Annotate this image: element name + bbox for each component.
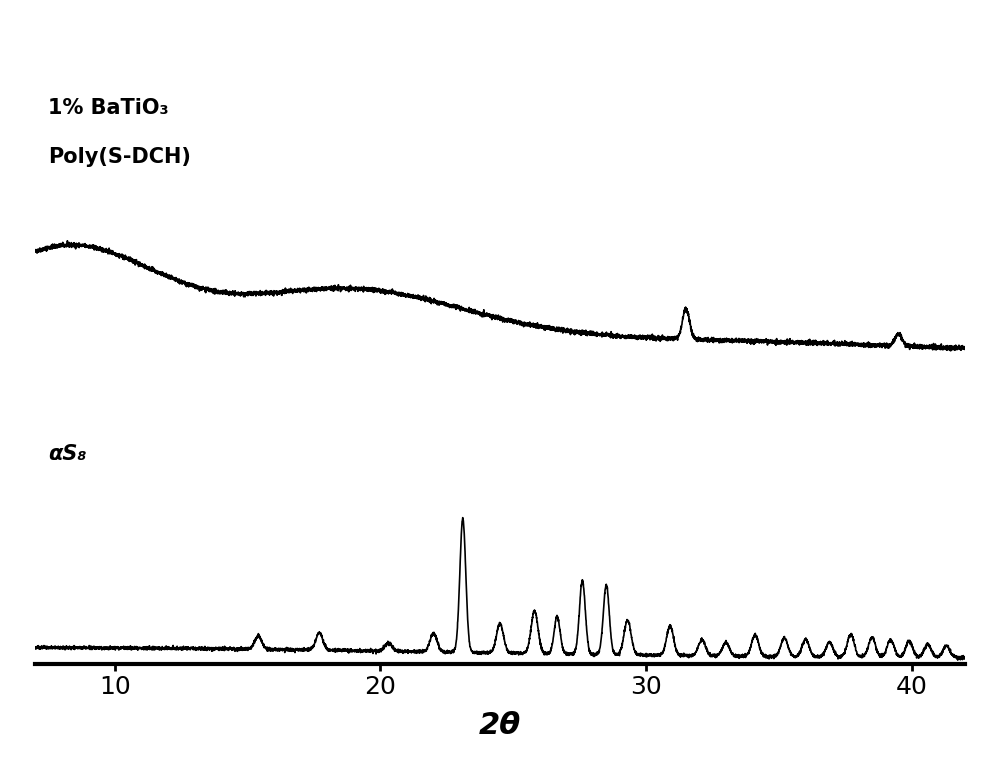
Text: αS₈: αS₈ [48, 444, 87, 464]
Text: 1% BaTiO₃: 1% BaTiO₃ [48, 98, 169, 118]
Text: Poly(S-DCH): Poly(S-DCH) [48, 147, 191, 167]
X-axis label: 2θ: 2θ [479, 711, 521, 740]
